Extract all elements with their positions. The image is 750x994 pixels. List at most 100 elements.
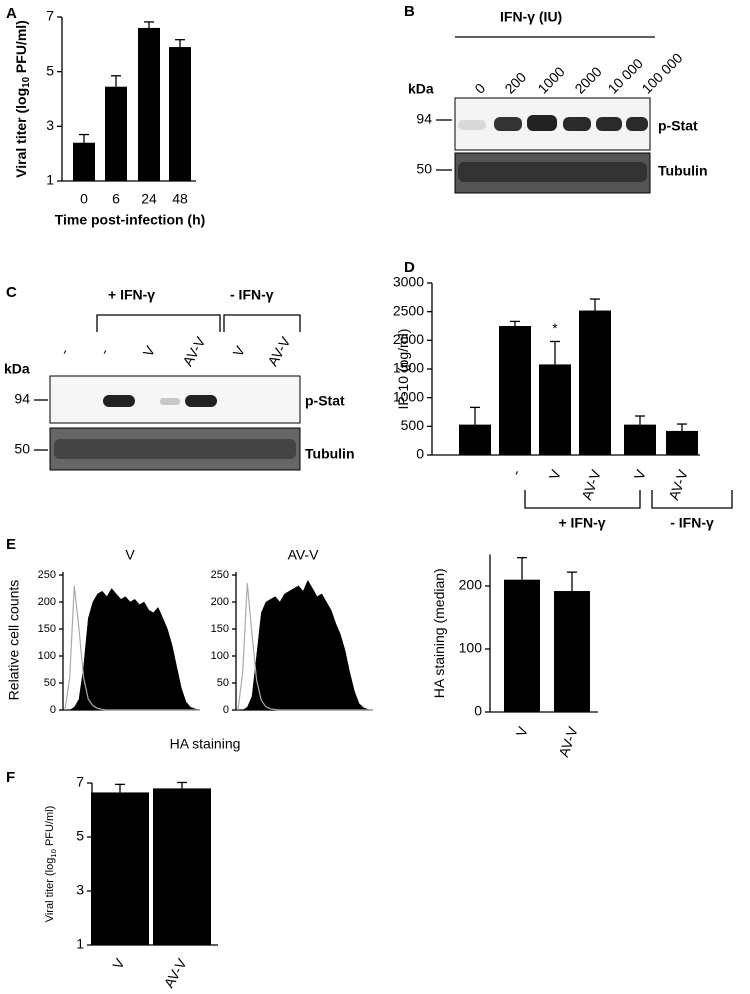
bar xyxy=(105,86,127,181)
x-tick-label: 48 xyxy=(172,191,188,207)
blot-header: IFN-γ (IU) xyxy=(500,9,562,25)
y-axis-label-part: PFU/ml) xyxy=(44,806,56,849)
band-label: p-Stat xyxy=(658,118,698,134)
x-tick-label: V xyxy=(109,955,128,972)
kda-label: kDa xyxy=(408,81,434,97)
error-bar xyxy=(550,340,560,365)
y-tick-label: 0 xyxy=(50,704,56,716)
y-tick-label: 0 xyxy=(416,446,424,462)
error-bar xyxy=(517,557,527,580)
x-tick-label: AV-V xyxy=(578,467,604,502)
error-bar xyxy=(567,571,577,592)
y-axis-label-part: 10 xyxy=(21,76,32,87)
histogram-title: V xyxy=(125,547,135,563)
x-tick-label: AV-V xyxy=(665,467,691,502)
error-bar xyxy=(175,39,185,48)
band-label: p-Stat xyxy=(305,393,345,409)
error-bar xyxy=(144,21,154,28)
bar xyxy=(459,424,491,455)
error-bar xyxy=(177,781,187,789)
error-bar xyxy=(115,783,125,793)
kda-label: kDa xyxy=(4,361,30,377)
x-tick-label: 24 xyxy=(141,191,157,207)
panel-letter: C xyxy=(6,284,17,301)
x-tick-label: - xyxy=(507,467,524,477)
group-label: - IFN-γ xyxy=(230,287,274,303)
panel-letter: E xyxy=(6,536,16,553)
x-tick-label: V xyxy=(546,467,564,482)
bar xyxy=(153,788,211,945)
y-tick-label: 0 xyxy=(474,703,482,719)
panel-letter: F xyxy=(6,769,15,786)
y-axis-label-part: PFU/ml) xyxy=(13,20,29,77)
panel-letter: D xyxy=(404,259,415,276)
group-label: + IFN-γ xyxy=(558,515,605,531)
lane-label: 100 000 xyxy=(638,49,685,96)
x-axis-label: Time post-infection (h) xyxy=(55,212,206,228)
bracket xyxy=(524,490,733,509)
y-tick-label: 150 xyxy=(38,623,56,635)
band-label: Tubulin xyxy=(658,163,708,179)
y-axis-label-part: IP-10 (pg/ml) xyxy=(395,329,411,410)
lane-label: V xyxy=(230,343,249,360)
y-tick-label: 200 xyxy=(38,596,56,608)
bar xyxy=(91,792,149,945)
bar xyxy=(579,310,611,455)
y-tick-label: 3 xyxy=(76,882,84,898)
y-tick-label: 1500 xyxy=(393,360,424,376)
error-bar xyxy=(470,406,480,425)
marker-label: 94 xyxy=(14,391,30,407)
error-bar xyxy=(510,320,520,326)
error-bar xyxy=(590,298,600,311)
bar xyxy=(138,27,160,181)
histogram-area xyxy=(238,579,374,711)
y-axis-label-part: HA staining (median) xyxy=(431,568,447,698)
bar xyxy=(539,364,571,455)
y-tick-label: 3000 xyxy=(393,274,424,290)
marker-label: 50 xyxy=(14,441,30,457)
x-tick-label: AV-V xyxy=(161,955,191,990)
y-axis-label: Viral titer (log10 PFU/ml) xyxy=(13,20,32,178)
error-bar xyxy=(677,423,687,431)
x-tick-label: V xyxy=(513,724,531,739)
y-tick-label: 100 xyxy=(38,650,56,662)
x-tick-label: V xyxy=(631,467,649,482)
y-tick-label: 2500 xyxy=(393,302,424,318)
bar xyxy=(554,591,590,712)
y-tick-label: 7 xyxy=(76,774,84,790)
x-tick-label: 0 xyxy=(80,191,88,207)
marker-label: 50 xyxy=(416,161,432,177)
y-tick-label: 500 xyxy=(401,417,425,433)
y-tick-label: 0 xyxy=(223,704,229,716)
lane-label: AV-V xyxy=(179,333,209,368)
error-bar xyxy=(111,75,121,87)
y-axis-label: HA staining (median) xyxy=(431,568,447,698)
y-axis-label-part: Viral titer (log xyxy=(13,88,29,178)
panel-letter: A xyxy=(6,5,17,22)
histogram-line xyxy=(64,585,200,711)
lane-label: V xyxy=(140,343,159,360)
blot-image xyxy=(454,97,651,194)
lane-label: - xyxy=(56,345,72,357)
x-tick-label: AV-V xyxy=(555,724,581,759)
y-tick-label: 200 xyxy=(459,577,483,593)
lane-label: 200 xyxy=(501,69,529,97)
y-tick-label: 1 xyxy=(46,172,54,188)
lane-label: AV-V xyxy=(264,333,294,368)
histogram-area xyxy=(65,588,201,711)
lane-label: 1000 xyxy=(534,63,567,96)
y-tick-label: 1 xyxy=(76,936,84,952)
lane-label: 0 xyxy=(471,80,488,97)
x-tick-label: 6 xyxy=(112,191,120,207)
x-axis-label: HA staining xyxy=(170,736,241,752)
y-tick-label: 250 xyxy=(38,569,56,581)
y-axis-label: IP-10 (pg/ml) xyxy=(395,329,411,410)
marker-label: 94 xyxy=(416,111,432,127)
y-tick-label: 100 xyxy=(211,650,229,662)
y-tick-label: 50 xyxy=(44,677,56,689)
group-label: - IFN-γ xyxy=(670,515,714,531)
error-bar xyxy=(79,133,89,143)
lane-label: - xyxy=(96,345,112,357)
histogram-line xyxy=(237,583,373,711)
